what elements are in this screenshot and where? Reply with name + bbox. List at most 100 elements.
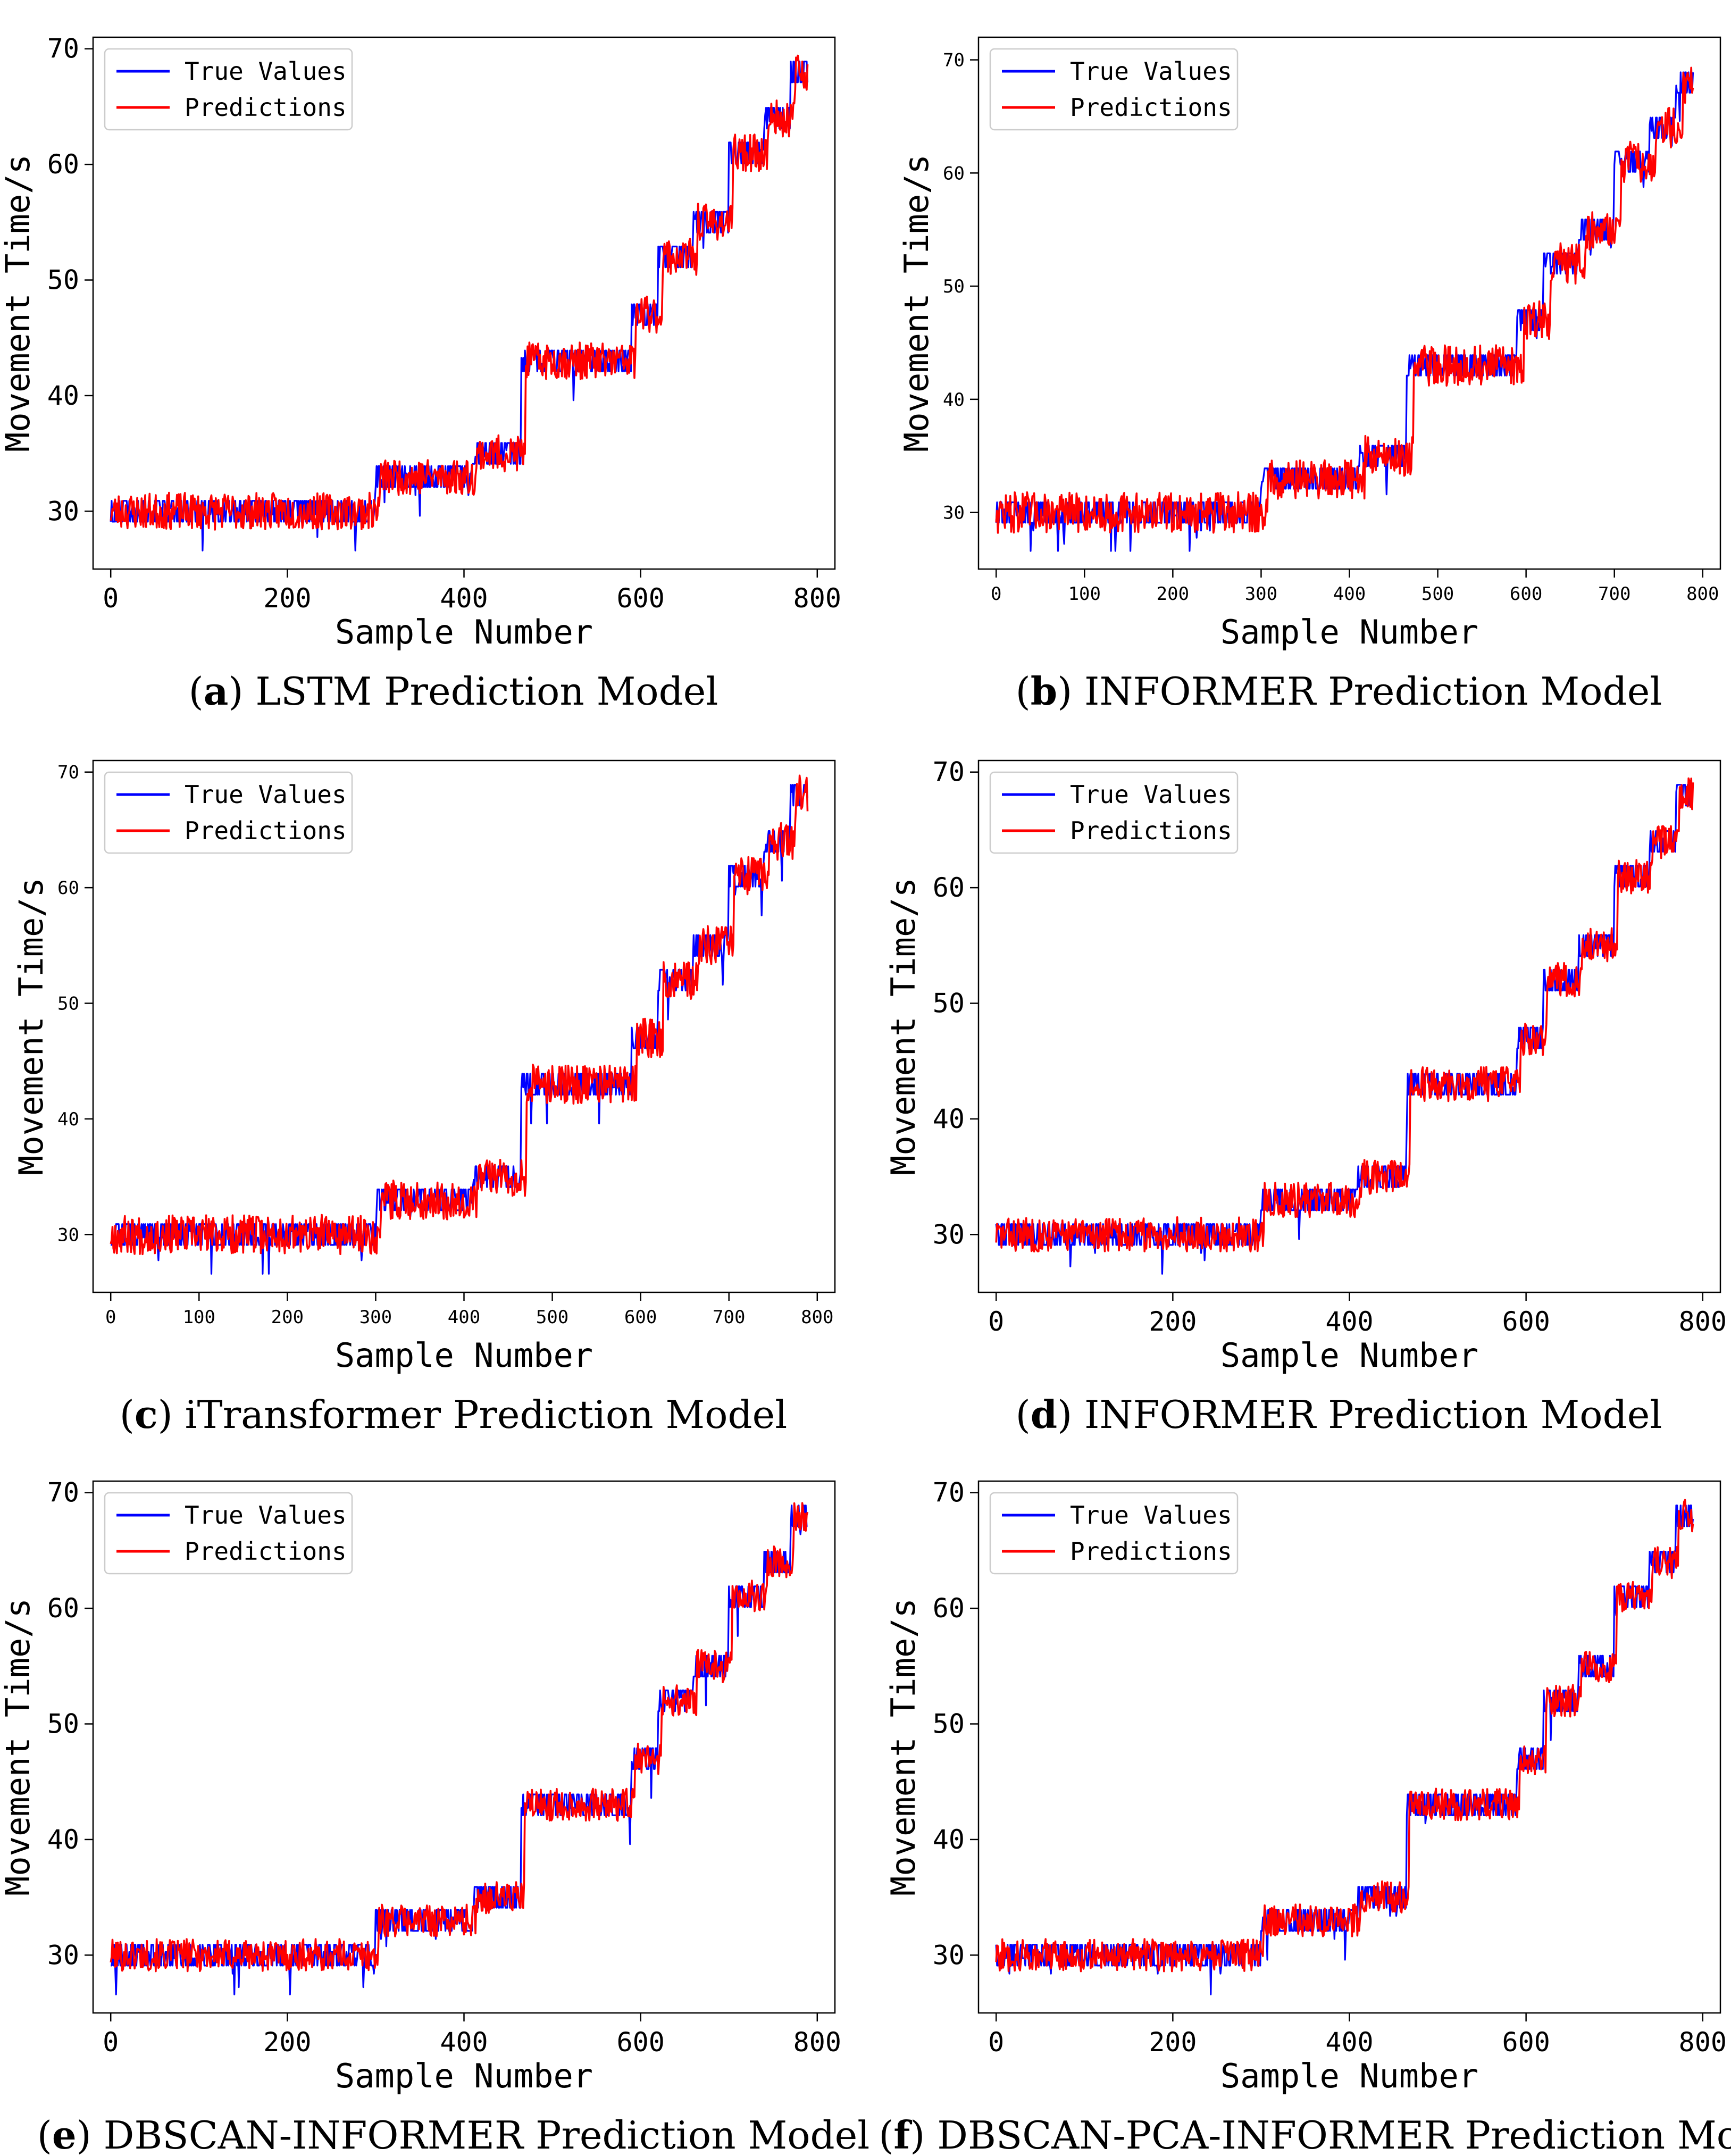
x-tick-label: 200 <box>263 583 311 614</box>
y-tick-label: 70 <box>47 34 79 64</box>
x-tick-label: 600 <box>616 583 664 614</box>
x-tick-label: 600 <box>1510 583 1542 605</box>
chart-c: 0 100 200 300 400 500 600 700 800 30 40 50 60 70 Sampl… <box>12 759 836 1437</box>
x-tick-label: 400 <box>440 2027 488 2058</box>
legend-label-predictions: Predictions <box>1070 1537 1232 1566</box>
x-tick-label: 800 <box>1679 2027 1727 2058</box>
y-tick-label: 40 <box>57 1109 79 1130</box>
x-tick-label: 0 <box>103 2027 119 2058</box>
y-tick-label: 50 <box>57 993 79 1015</box>
x-tick-label: 0 <box>103 583 119 614</box>
panel-caption: (c) iTransformer Prediction Model <box>120 1392 788 1437</box>
chart-b: 0 100 200 300 400 500 600 700 800 30 40 50 60 70 Sampl… <box>897 36 1721 714</box>
x-tick-label: 100 <box>183 1307 215 1328</box>
y-tick-label: 70 <box>933 757 965 788</box>
legend-label-true-values: True Values <box>1070 57 1232 86</box>
x-tick-label: 800 <box>801 1307 833 1328</box>
x-tick-label: 600 <box>616 2027 664 2058</box>
x-tick-label: 200 <box>1149 2027 1197 2058</box>
x-axis-label: Sample Number <box>335 613 593 651</box>
panel-caption: (d) INFORMER Prediction Model <box>1016 1392 1662 1437</box>
panel-caption: (b) INFORMER Prediction Model <box>1016 668 1662 714</box>
series-line-predictions <box>110 1502 809 1973</box>
x-tick-label: 200 <box>1149 1306 1197 1337</box>
y-tick-label: 40 <box>47 380 79 411</box>
panel-caption: (f) DBSCAN-PCA-INFORMER Prediction Model <box>879 2112 1731 2156</box>
y-tick-label: 70 <box>47 1477 79 1508</box>
legend-box <box>104 1492 353 1575</box>
x-tick-label: 500 <box>1421 583 1454 605</box>
chart-a: 0 200 400 600 800 30 40 50 60 70 Sample Number Move… <box>0 34 841 714</box>
y-tick-label: 40 <box>943 389 965 411</box>
x-tick-label: 800 <box>793 2027 841 2058</box>
y-axis-label: Movement Time/s <box>0 154 37 452</box>
legend-label-predictions: Predictions <box>1070 816 1232 845</box>
legend-box <box>989 771 1239 854</box>
legend-label-true-values: True Values <box>1070 1501 1232 1530</box>
y-tick-label: 50 <box>933 988 965 1019</box>
series-line-predictions <box>995 66 1694 534</box>
y-tick-label: 30 <box>933 1219 965 1250</box>
x-tick-label: 800 <box>1679 1306 1727 1337</box>
chart-f: 0 200 400 600 800 30 40 50 60 70 Sample Number Move… <box>879 1477 1731 2156</box>
y-tick-label: 60 <box>943 163 965 184</box>
x-tick-label: 300 <box>1245 583 1277 605</box>
panel-caption: (a) LSTM Prediction Model <box>189 668 718 714</box>
y-axis-label: Movement Time/s <box>12 878 51 1175</box>
y-tick-label: 70 <box>57 762 79 783</box>
x-tick-label: 0 <box>988 2027 1004 2058</box>
y-tick-label: 30 <box>933 1940 965 1970</box>
x-tick-label: 200 <box>271 1307 304 1328</box>
series-line-predictions <box>995 777 1694 1252</box>
x-axis-label: Sample Number <box>335 1336 593 1375</box>
x-tick-label: 700 <box>713 1307 745 1328</box>
y-tick-label: 40 <box>47 1824 79 1855</box>
chart-d: 0 200 400 600 800 30 40 50 60 70 Sample Number Move… <box>884 757 1727 1437</box>
x-tick-label: 400 <box>1325 1306 1373 1337</box>
x-axis-label: Sample Number <box>1220 1336 1478 1375</box>
y-axis-label: Movement Time/s <box>884 878 923 1175</box>
y-tick-label: 60 <box>933 872 965 903</box>
y-tick-label: 30 <box>47 1940 79 1970</box>
x-tick-label: 400 <box>1325 2027 1373 2058</box>
x-axis-label: Sample Number <box>335 2057 593 2095</box>
series-line-predictions <box>995 1499 1694 1973</box>
x-tick-label: 600 <box>1502 2027 1550 2058</box>
y-tick-label: 70 <box>933 1477 965 1508</box>
legend-label-true-values: True Values <box>185 780 347 809</box>
x-axis-label: Sample Number <box>1220 2057 1478 2095</box>
y-axis-label: Movement Time/s <box>0 1598 37 1896</box>
y-tick-label: 60 <box>47 1593 79 1624</box>
chart-e: 0 200 400 600 800 30 40 50 60 70 Sample Number Move… <box>0 1477 869 2156</box>
legend-label-predictions: Predictions <box>1070 93 1232 122</box>
y-tick-label: 70 <box>943 50 965 71</box>
x-tick-label: 0 <box>988 1306 1004 1337</box>
x-tick-label: 0 <box>105 1307 116 1328</box>
y-axis-label: Movement Time/s <box>897 154 936 452</box>
legend-label-true-values: True Values <box>1070 780 1232 809</box>
x-tick-label: 200 <box>263 2027 311 2058</box>
x-tick-label: 500 <box>536 1307 568 1328</box>
x-tick-label: 700 <box>1598 583 1630 605</box>
legend-box <box>989 1492 1239 1575</box>
legend-label-predictions: Predictions <box>185 816 347 845</box>
legend-box <box>104 48 353 131</box>
y-tick-label: 50 <box>943 276 965 297</box>
legend-label-predictions: Predictions <box>185 93 347 122</box>
series-line-predictions <box>110 54 809 531</box>
y-tick-label: 30 <box>943 503 965 524</box>
legend-label-true-values: True Values <box>185 1501 347 1530</box>
x-tick-label: 400 <box>440 583 488 614</box>
legend-box <box>104 771 353 854</box>
x-axis-label: Sample Number <box>1220 613 1478 651</box>
y-tick-label: 60 <box>47 149 79 180</box>
x-tick-label: 800 <box>793 583 841 614</box>
y-tick-label: 50 <box>47 1709 79 1740</box>
y-tick-label: 30 <box>47 496 79 527</box>
x-tick-label: 300 <box>359 1307 392 1328</box>
y-tick-label: 40 <box>933 1104 965 1134</box>
y-tick-label: 50 <box>47 265 79 296</box>
y-tick-label: 50 <box>933 1709 965 1740</box>
x-tick-label: 100 <box>1068 583 1101 605</box>
